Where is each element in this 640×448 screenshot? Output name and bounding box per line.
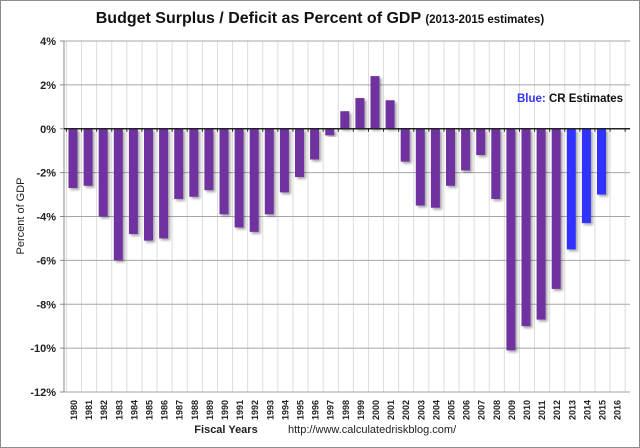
x-tick-label: 2011 <box>537 400 547 420</box>
bar-2004 <box>430 128 440 208</box>
x-tick-label: 1996 <box>311 400 321 420</box>
bar-1995 <box>295 128 304 178</box>
x-axis-label: Fiscal Years <box>194 424 257 436</box>
bar-1991 <box>234 128 244 228</box>
bar-1989 <box>204 128 214 191</box>
legend-annotation-text: CR Estimates <box>546 93 623 105</box>
bar-2012 <box>551 128 561 289</box>
x-tick-label: 1980 <box>69 400 79 420</box>
source-url: http://www.calculatedriskblog.com/ <box>288 424 457 436</box>
bar-2005 <box>446 128 455 186</box>
x-tick-label: 1981 <box>84 400 94 420</box>
x-tick-label: 2000 <box>371 400 381 420</box>
bar-1994 <box>279 128 289 193</box>
y-tick-label: -6% <box>36 255 56 267</box>
x-tick-label: 2010 <box>522 400 532 420</box>
x-tick-label: 1997 <box>326 400 336 420</box>
x-tick-label: 2004 <box>431 400 441 420</box>
y-tick-label: -8% <box>36 299 56 311</box>
bar-1985 <box>144 128 153 241</box>
x-tick-label: 1985 <box>145 400 155 420</box>
bar-2014 <box>581 128 591 224</box>
y-tick-label: -12% <box>30 387 56 399</box>
bar-1992 <box>249 128 259 232</box>
bar-2015 <box>597 128 606 195</box>
legend-annotation-prefix: Blue: <box>517 93 546 105</box>
x-tick-label: 2009 <box>507 400 517 420</box>
x-tick-label: 2001 <box>386 400 396 420</box>
bar-1982 <box>98 128 108 217</box>
chart-subtitle: (2013-2015 estimates) <box>425 14 545 26</box>
horizontal-gridlines <box>64 40 630 393</box>
bar-2003 <box>415 128 425 206</box>
x-tick-label: 1998 <box>341 400 351 420</box>
bar-2000 <box>370 76 380 129</box>
x-tick-label: 1992 <box>250 400 260 420</box>
x-axis-tick-labels: 1980 1981 1982 1983 1984 1985 1986 1987 1988 1989… <box>69 400 623 420</box>
y-tick-label: -2% <box>36 168 56 180</box>
y-tick-label: 0% <box>40 124 56 136</box>
bar-2009 <box>506 128 516 351</box>
x-tick-label: 1990 <box>220 400 230 420</box>
bar-2006 <box>461 128 471 171</box>
legend-annotation: Blue: CR Estimates <box>517 93 623 105</box>
bar-1986 <box>159 128 169 239</box>
bars <box>68 76 606 351</box>
x-tick-label: 1995 <box>296 400 306 420</box>
x-tick-label: 2012 <box>552 400 562 420</box>
bar-1999 <box>355 98 365 129</box>
bar-1988 <box>189 128 199 197</box>
x-axis <box>64 128 630 132</box>
y-tick-label: -10% <box>30 343 56 355</box>
bar-1981 <box>83 128 93 186</box>
x-tick-label: 2013 <box>567 400 577 420</box>
x-tick-label: 1989 <box>205 400 215 420</box>
bar-1998 <box>340 111 350 129</box>
x-tick-label: 1993 <box>265 400 275 420</box>
bar-2007 <box>476 128 486 156</box>
bar-2002 <box>400 128 410 162</box>
x-tick-label: 1988 <box>190 400 200 420</box>
x-tick-label: 2007 <box>477 400 487 420</box>
chart-title: Budget Surplus / Deficit as Percent of G… <box>0 10 640 28</box>
bar-2011 <box>536 128 546 320</box>
bar-1980 <box>68 128 78 188</box>
bar-1993 <box>264 128 274 215</box>
bar-1984 <box>128 128 138 235</box>
y-tick-label: 2% <box>40 80 56 92</box>
x-tick-label: 1984 <box>129 400 139 420</box>
x-tick-label: 1999 <box>356 400 366 420</box>
bar-1997 <box>325 128 335 136</box>
bar-2008 <box>491 128 501 199</box>
x-tick-label: 2014 <box>582 400 592 420</box>
bar-2001 <box>385 100 395 129</box>
y-axis-label: Percent of GDP <box>15 177 27 254</box>
x-tick-label: 2006 <box>462 400 472 420</box>
bar-1996 <box>310 128 320 160</box>
x-tick-label: 2016 <box>613 400 623 420</box>
x-tick-label: 2008 <box>492 400 502 420</box>
bar-2010 <box>521 128 531 327</box>
x-tick-label: 1982 <box>99 400 109 420</box>
y-tick-label: -4% <box>36 212 56 224</box>
y-axis-ticks: 4% 2% 0% -2% -4% -6% -8% -10% -12% <box>30 36 65 399</box>
bar-1983 <box>113 128 123 261</box>
x-tick-label: 1987 <box>175 400 185 420</box>
bar-2013 <box>566 128 576 250</box>
x-tick-label: 2003 <box>416 400 426 420</box>
bar-1990 <box>219 128 229 215</box>
x-tick-label: 2005 <box>447 400 457 420</box>
bar-1987 <box>174 128 184 199</box>
chart-title-main: Budget Surplus / Deficit as Percent of G… <box>95 10 421 27</box>
x-tick-label: 2002 <box>401 400 411 420</box>
x-tick-label: 1991 <box>235 400 245 420</box>
x-tick-label: 1994 <box>280 400 290 420</box>
x-tick-label: 1983 <box>114 400 124 420</box>
x-tick-label: 2015 <box>598 400 608 420</box>
y-tick-label: 4% <box>40 36 56 48</box>
x-tick-label: 1986 <box>160 400 170 420</box>
